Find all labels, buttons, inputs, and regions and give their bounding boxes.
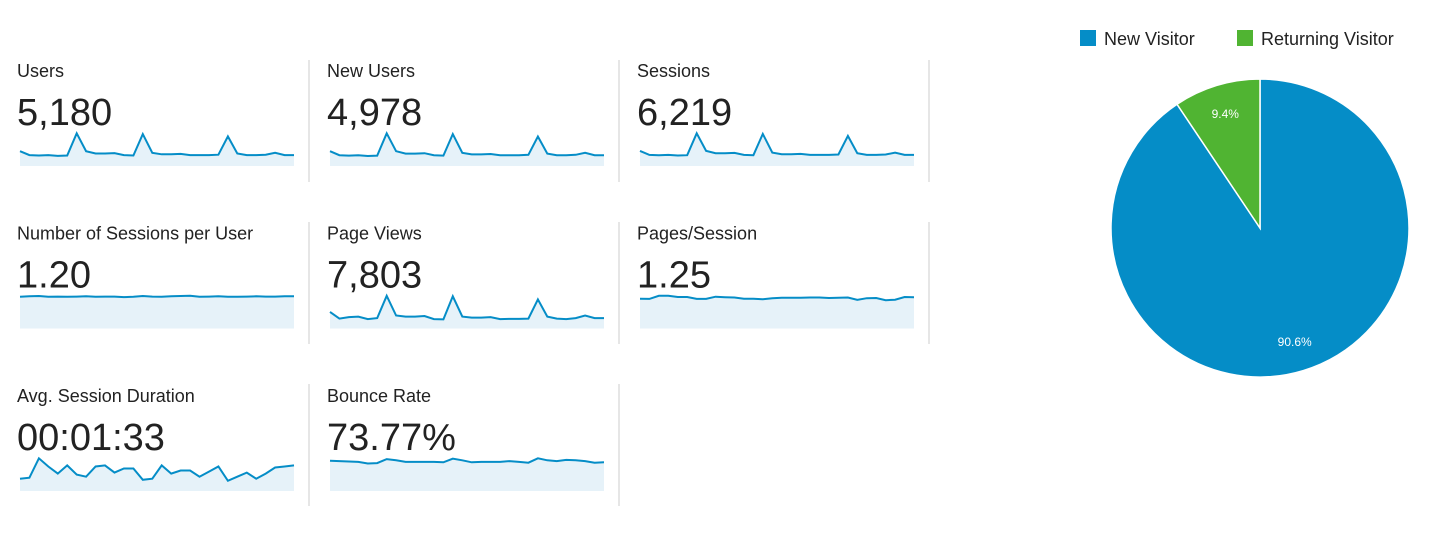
metric-value: 1.25 — [637, 255, 711, 297]
metric-label: New Users — [327, 61, 415, 81]
pie-slice — [1175, 78, 1261, 231]
metric-value: 00:01:33 — [17, 417, 165, 459]
sparkline — [329, 293, 604, 321]
metric-label: Bounce Rate — [327, 386, 431, 406]
metric-value: 6,219 — [637, 92, 732, 134]
legend-swatch — [1237, 30, 1253, 46]
sparkline-area — [330, 295, 604, 329]
sparkline — [329, 457, 605, 465]
sparkline — [639, 294, 915, 302]
metric-label: Users — [17, 61, 64, 81]
slice-label: 9.4% — [1212, 107, 1240, 121]
sparkline-area — [20, 458, 294, 491]
metric-label: Page Views — [327, 224, 422, 244]
metric-value: 7,803 — [327, 255, 422, 297]
legend-swatch — [1080, 30, 1096, 46]
metric-label: Number of Sessions per User — [17, 224, 253, 244]
sparkline-area — [640, 133, 914, 166]
metric-value: 1.20 — [17, 255, 91, 297]
sparkline-area — [640, 295, 914, 329]
slice-label: 90.6% — [1278, 335, 1312, 349]
sparkline-area — [20, 133, 294, 166]
metric-value: 5,180 — [17, 92, 112, 134]
sparkline — [329, 130, 604, 158]
sparkline-area — [20, 295, 294, 329]
metric-value: 73.77% — [327, 417, 456, 459]
metric-label: Pages/Session — [637, 224, 757, 244]
metric-label: Sessions — [637, 61, 710, 81]
sparkline — [639, 131, 914, 157]
sparkline-area — [330, 458, 604, 491]
sparkline — [19, 294, 294, 299]
metric-label: Avg. Session Duration — [17, 386, 195, 406]
sparkline — [19, 456, 295, 483]
metric-value: 4,978 — [327, 92, 422, 134]
legend-label: New Visitor — [1104, 29, 1195, 49]
sparkline — [19, 130, 294, 157]
sparkline-area — [330, 133, 604, 166]
legend-label: Returning Visitor — [1261, 29, 1394, 49]
